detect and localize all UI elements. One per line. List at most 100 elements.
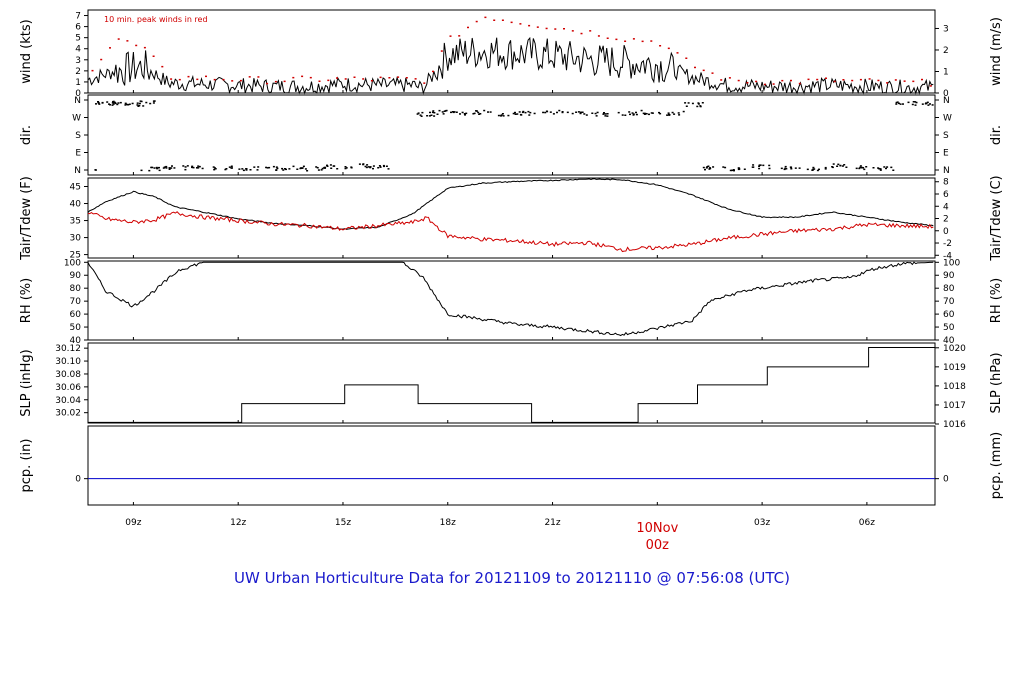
dir-point — [682, 110, 685, 113]
dir-point — [344, 167, 347, 170]
dir-point — [344, 166, 347, 168]
dir-point — [632, 113, 635, 115]
wind-annotation: 10 min. peak winds in red — [104, 15, 208, 24]
dir-point — [862, 167, 865, 169]
dir-point — [163, 166, 166, 168]
dir-point — [112, 103, 115, 105]
dir-point — [500, 114, 503, 116]
dir-point — [604, 113, 607, 115]
wind-peak-point — [851, 79, 854, 82]
dir-point — [113, 101, 116, 104]
dir-point — [98, 103, 101, 105]
dir-point — [604, 115, 607, 117]
dir-point — [106, 101, 109, 103]
dir-point — [282, 169, 285, 171]
dir-point — [722, 166, 725, 168]
wind-peak-point — [781, 79, 784, 82]
dir-right-tick-label: S — [943, 131, 949, 141]
dir-point — [629, 113, 631, 116]
wind-peak-point — [309, 76, 312, 79]
dir-point — [549, 111, 552, 113]
dir-left-tick-label: N — [74, 96, 81, 106]
dir-point — [155, 166, 158, 169]
dir-point — [476, 110, 478, 112]
temp-right-tick-label: 0 — [943, 227, 949, 237]
rh-right-tick-label: 80 — [943, 284, 955, 294]
dir-point — [483, 109, 486, 112]
slp-right-tick-label: 1020 — [943, 344, 966, 354]
panel-frame-0 — [87, 9, 936, 94]
wind-peak-point — [702, 69, 705, 72]
dir-point — [426, 115, 429, 117]
wind-peak-point — [737, 79, 740, 82]
dir-point — [635, 111, 637, 114]
wind-peak-point — [405, 77, 408, 79]
dir-point — [707, 165, 710, 167]
dir-point — [306, 170, 309, 172]
wind-peak-point — [571, 30, 574, 32]
wind-peak-point — [894, 79, 897, 81]
dir-point — [436, 113, 439, 115]
wind-peak-point — [205, 75, 207, 78]
wind-left-tick-label: 6 — [75, 23, 81, 33]
dir-point — [552, 113, 555, 115]
dir-point — [712, 166, 715, 168]
rh-right-tick-label: 40 — [943, 336, 955, 346]
dir-point — [275, 169, 278, 171]
wind-peak-point — [886, 82, 889, 84]
wind-peak-point — [135, 44, 138, 47]
dir-point — [165, 167, 168, 169]
dir-point — [97, 101, 99, 103]
dir-point — [699, 105, 702, 107]
dir-point — [843, 164, 846, 166]
dir-point — [602, 113, 605, 115]
slp-line — [88, 347, 935, 423]
wind-peak-point — [728, 77, 731, 79]
dir-point — [912, 101, 915, 103]
wind-peak-point — [484, 16, 487, 19]
dir-point — [751, 166, 754, 168]
dir-point — [724, 166, 727, 169]
wind-peak-point — [161, 65, 164, 68]
dir-point — [433, 112, 436, 114]
dir-point — [677, 112, 680, 114]
wind-peak-point — [842, 79, 845, 81]
dir-point — [124, 102, 127, 105]
dir-point — [463, 113, 466, 115]
dir-point — [245, 168, 248, 170]
wind-ylabel-right: wind (m/s) — [989, 17, 1004, 86]
slp-left-tick-label: 30.12 — [55, 344, 81, 354]
rh-left-tick-label: 50 — [70, 323, 82, 333]
dir-point — [197, 165, 200, 167]
dir-point — [617, 111, 620, 114]
wind-peak-point — [903, 80, 906, 82]
dir-point — [863, 168, 866, 171]
wind-peak-point — [274, 80, 277, 83]
dir-point — [818, 168, 820, 171]
dir-point — [635, 113, 638, 116]
dir-point — [752, 164, 755, 166]
dir-right-tick-label: N — [943, 96, 950, 106]
dir-point — [173, 167, 176, 169]
wind-peak-point — [755, 80, 758, 83]
wind-peak-point — [432, 70, 434, 73]
dir-point — [459, 113, 461, 115]
wind-peak-point — [222, 78, 225, 81]
dir-left-tick-label: N — [74, 166, 81, 176]
dir-point — [794, 167, 797, 169]
dir-ylabel-right: dir. — [989, 125, 1004, 145]
dir-point — [907, 101, 910, 104]
dir-point — [379, 166, 382, 168]
wind-mean-line — [87, 36, 934, 95]
slp-right-tick-label: 1018 — [943, 382, 966, 392]
dir-point — [673, 113, 676, 115]
x-tick-label: 12z — [230, 518, 246, 528]
dir-point — [659, 112, 662, 115]
dir-point — [566, 111, 569, 114]
dir-point — [165, 165, 168, 168]
dir-point — [696, 105, 699, 108]
dir-point — [171, 165, 173, 167]
dir-point — [561, 111, 564, 114]
dir-point — [242, 169, 245, 172]
dir-point — [595, 115, 598, 117]
